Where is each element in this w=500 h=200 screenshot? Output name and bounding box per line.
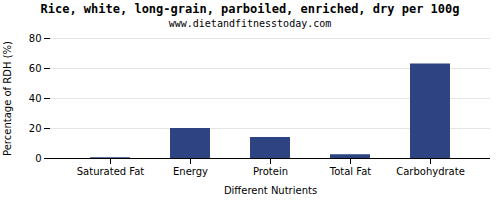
html-text:Rice, white, long-grain, parbo: Rice, white, long-grain, parboiled, enri… bbox=[40, 2, 460, 16]
svg-text:80: 80 bbox=[29, 33, 42, 44]
svg-text:Carbohydrate: Carbohydrate bbox=[396, 166, 465, 177]
svg-text:0: 0 bbox=[35, 153, 41, 164]
svg-text:Energy: Energy bbox=[173, 166, 208, 177]
svg-text:Total Fat: Total Fat bbox=[329, 166, 371, 177]
svg-text:40: 40 bbox=[29, 93, 42, 104]
svg-text:60: 60 bbox=[29, 63, 42, 74]
svg-text:20: 20 bbox=[29, 123, 42, 134]
svg-text:Percentage of RDH (%): Percentage of RDH (%) bbox=[2, 41, 13, 156]
html-text:www.dietandfitnesstoday.com: www.dietandfitnesstoday.com bbox=[168, 18, 332, 29]
svg-text:Different Nutrients: Different Nutrients bbox=[224, 185, 317, 196]
svg-text:Saturated Fat: Saturated Fat bbox=[77, 166, 145, 177]
svg-text:Protein: Protein bbox=[253, 166, 288, 177]
